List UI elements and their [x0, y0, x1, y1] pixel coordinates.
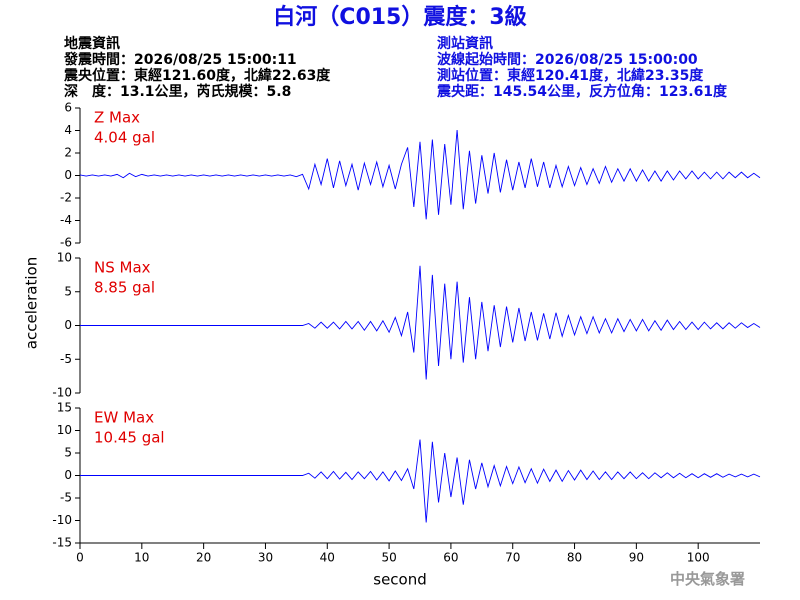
- panel-max: 10.45 gal: [94, 429, 165, 447]
- waveform: [80, 439, 761, 523]
- x-tick-label: 70: [505, 551, 520, 565]
- footer: 中央氣象署: [670, 570, 745, 588]
- y-tick-label: -15: [52, 536, 72, 550]
- x-tick-label: 0: [76, 551, 84, 565]
- x-tick-label: 30: [258, 551, 273, 565]
- y-axis-label: acceleration: [23, 257, 41, 349]
- x-tick-label: 50: [381, 551, 396, 565]
- y-tick-label: 5: [64, 284, 72, 298]
- waveform: [79, 130, 761, 220]
- panel-name: Z Max: [94, 109, 140, 127]
- x-tick-label: 100: [687, 551, 710, 565]
- info-left: 震央位置：東經121.60度，北緯22.63度: [63, 67, 331, 84]
- y-tick-label: 5: [64, 446, 72, 460]
- waveform: [80, 265, 761, 380]
- y-tick-label: 0: [64, 468, 72, 482]
- y-tick-label: -4: [60, 213, 72, 227]
- x-tick-label: 20: [196, 551, 211, 565]
- x-tick-label: 10: [134, 551, 149, 565]
- x-tick-label: 90: [629, 551, 644, 565]
- y-tick-label: 15: [57, 401, 72, 415]
- info-right: 測站位置：東經120.41度，北緯23.35度: [437, 67, 704, 84]
- chart-title: 白河（C015）震度：3級: [273, 4, 526, 30]
- y-tick-label: -10: [52, 513, 72, 527]
- x-tick-label: 40: [320, 551, 335, 565]
- y-tick-label: 0: [64, 168, 72, 182]
- panel-name: NS Max: [94, 259, 151, 277]
- y-tick-label: 4: [64, 123, 72, 137]
- info-right: 測站資訊: [437, 35, 493, 52]
- info-left: 地震資訊: [64, 35, 120, 52]
- y-tick-label: 10: [57, 423, 72, 437]
- info-left: 發震時間：2026/08/25 15:00:11: [63, 51, 297, 68]
- panel-max: 4.04 gal: [94, 129, 155, 147]
- x-tick-label: 60: [443, 551, 458, 565]
- y-tick-label: -2: [60, 191, 72, 205]
- y-tick-label: -5: [60, 352, 72, 366]
- y-tick-label: 6: [64, 101, 72, 115]
- x-tick-label: 80: [567, 551, 582, 565]
- info-right: 震央距：145.54公里，反方位角：123.61度: [436, 83, 728, 100]
- y-tick-label: -5: [60, 491, 72, 505]
- y-tick-label: 2: [64, 146, 72, 160]
- y-tick-label: 0: [64, 318, 72, 332]
- panel-name: EW Max: [94, 409, 154, 427]
- y-tick-label: -6: [60, 236, 72, 250]
- y-tick-label: -10: [52, 386, 72, 400]
- info-left: 深 度：13.1公里，芮氏規模：5.8: [64, 83, 291, 100]
- y-tick-label: 10: [57, 251, 72, 265]
- x-axis-label: second: [373, 571, 427, 589]
- panel-max: 8.85 gal: [94, 279, 155, 297]
- info-right: 波線起始時間：2026/08/25 15:00:00: [437, 51, 698, 68]
